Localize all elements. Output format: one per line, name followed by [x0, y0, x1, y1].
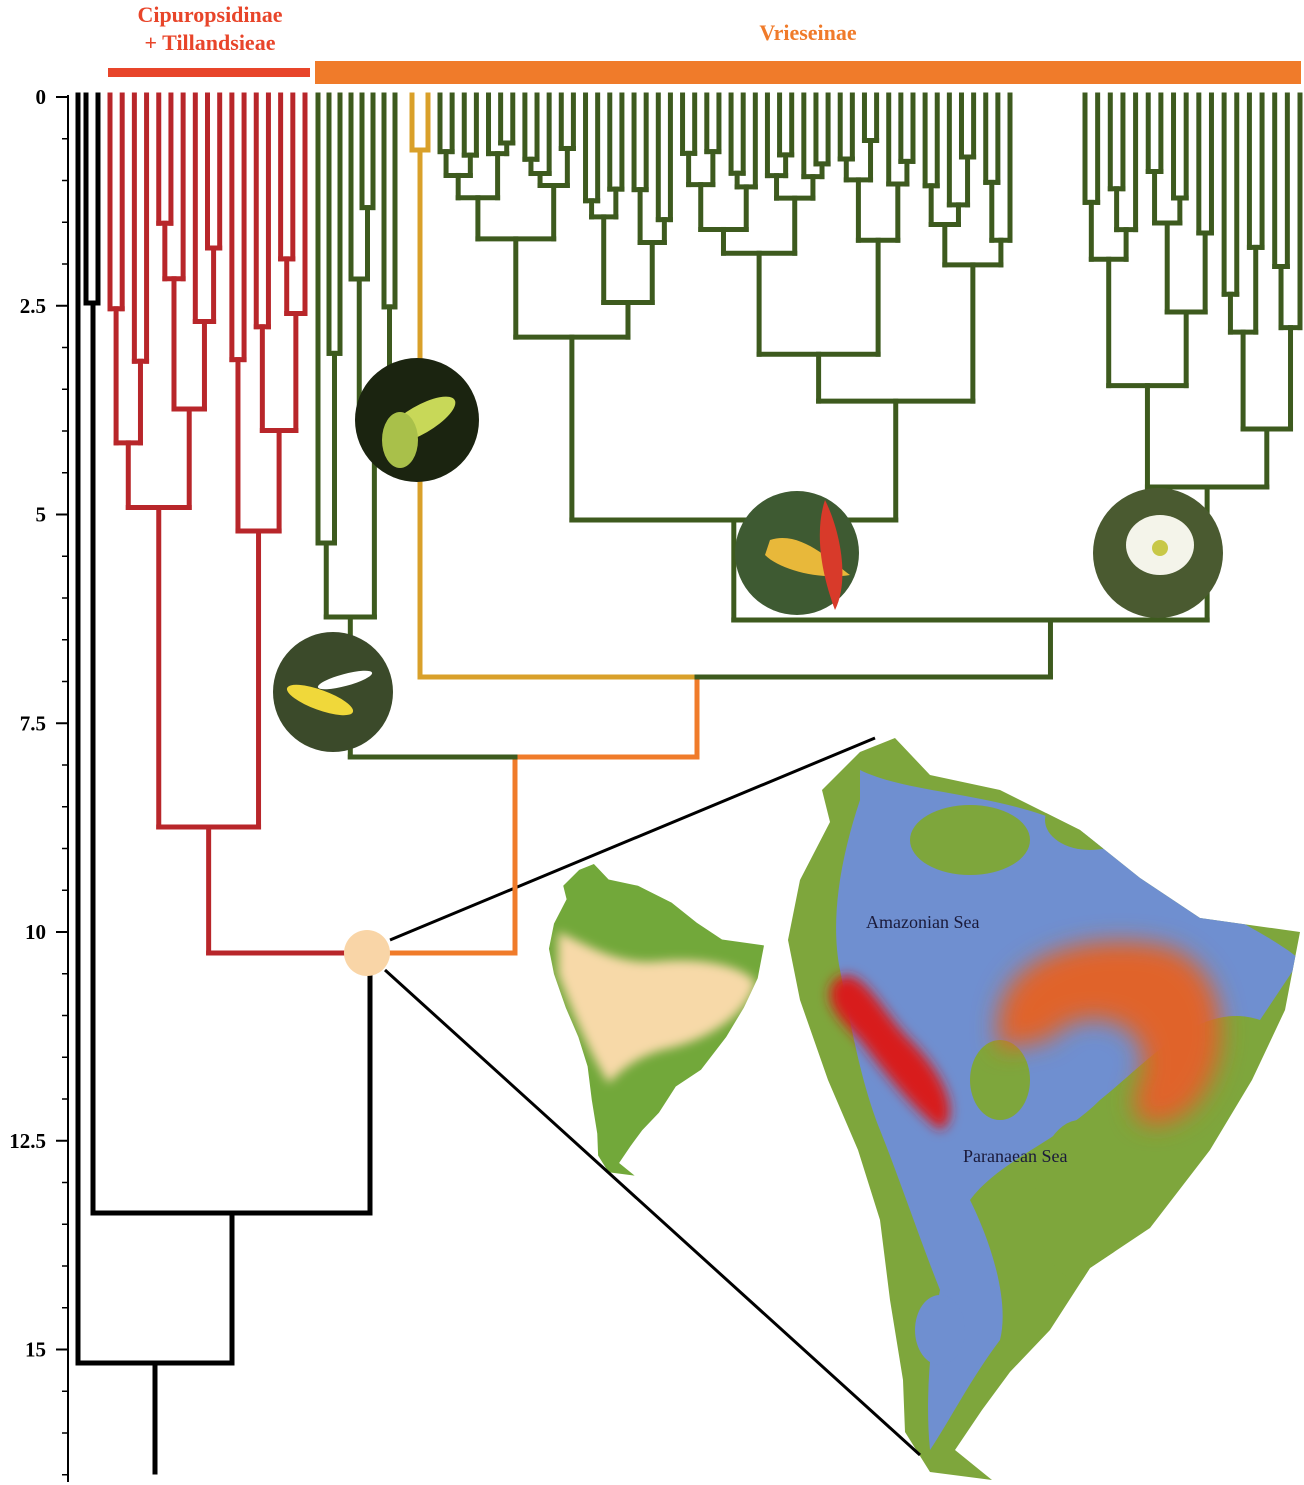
map-label: Amazonian Sea — [866, 912, 979, 932]
photo — [1093, 488, 1223, 618]
tick-label: 10 — [25, 920, 46, 944]
map-small — [549, 864, 764, 1176]
photo — [735, 491, 859, 615]
map-large: Amazonian Sea Paranaean Sea — [788, 738, 1300, 1480]
photo — [355, 358, 479, 482]
clade-bar — [315, 61, 1301, 84]
map-label: Paranaean Sea — [963, 1146, 1067, 1166]
phylogeny — [78, 95, 1300, 1472]
tick-label: 12.5 — [9, 1129, 46, 1153]
tick-label: 2.5 — [20, 294, 46, 318]
tick-label: 15 — [25, 1338, 46, 1362]
clade-label: Cipuropsidinae — [137, 2, 282, 27]
figure: Cipuropsidinae + Tillandsieae Vrieseinae… — [0, 0, 1304, 1485]
clade-bar — [108, 68, 310, 77]
tick-label: 7.5 — [20, 711, 46, 735]
photo — [273, 632, 393, 752]
tick-label: 0 — [36, 85, 47, 109]
clade-label: + Tillandsieae — [145, 30, 276, 55]
time-axis: 0 2.5 5 7.5 10 12.5 15 — [9, 85, 68, 1482]
ancestral-node — [344, 930, 390, 976]
clade-label: Vrieseinae — [759, 20, 857, 45]
tick-label: 5 — [36, 503, 47, 527]
